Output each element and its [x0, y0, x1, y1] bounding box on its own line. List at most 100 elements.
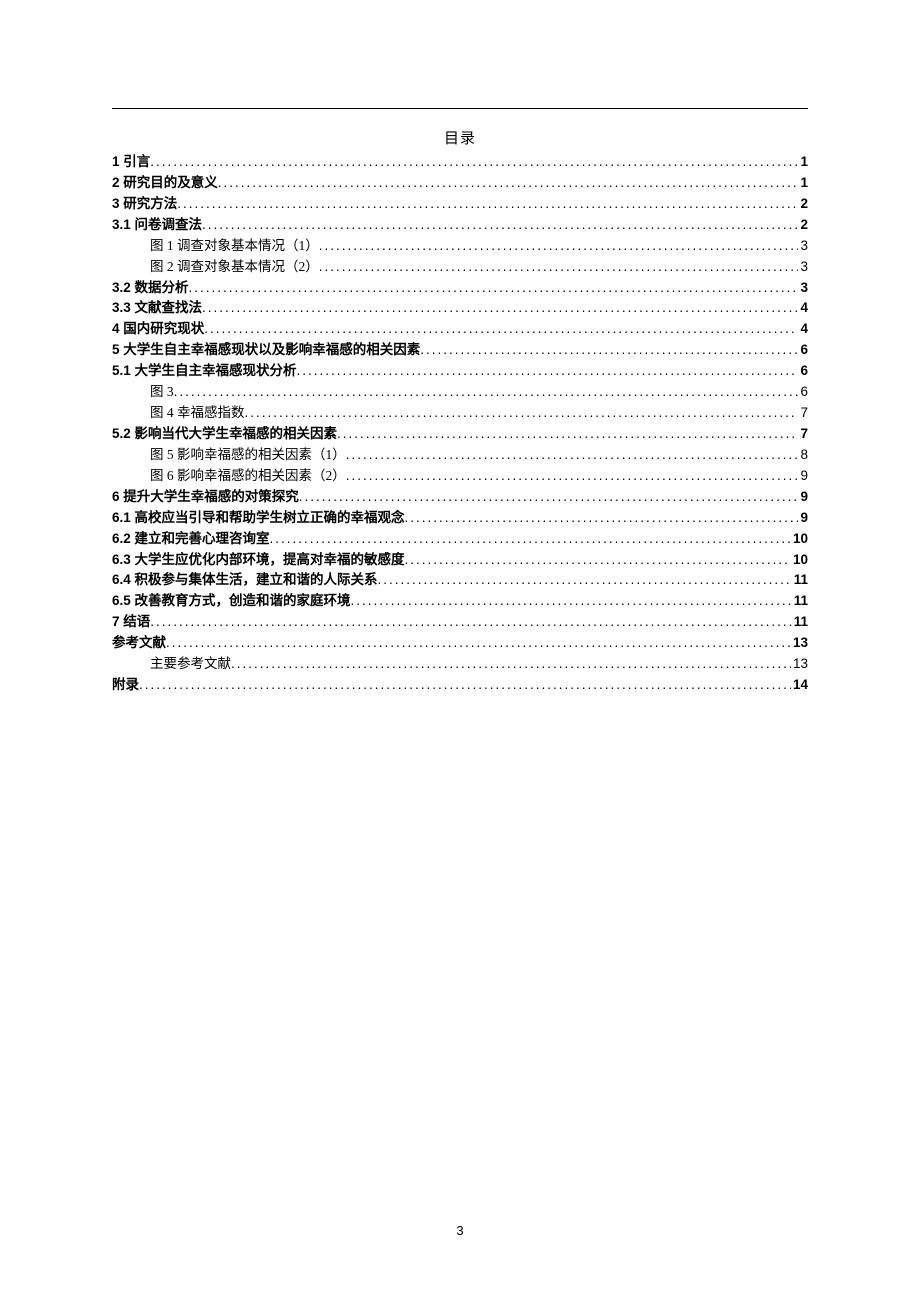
toc-entry: 5.1 大学生自主幸福感现状分析 6: [112, 361, 808, 382]
toc-entry-page: 10: [791, 550, 808, 571]
toc-entry: 图 2 调查对象基本情况（2） 3: [112, 257, 808, 278]
toc-leader-dots: [245, 403, 799, 424]
toc-leader-dots: [202, 215, 798, 236]
toc-leader-dots: [270, 529, 791, 550]
toc-entry: 4 国内研究现状 4: [112, 319, 808, 340]
toc-entry-page: 9: [798, 466, 808, 487]
toc-entry: 7 结语 11: [112, 612, 808, 633]
toc-entry: 5.2 影响当代大学生幸福感的相关因素 7: [112, 424, 808, 445]
toc-entry-page: 2: [798, 194, 808, 215]
toc-leader-dots: [420, 340, 798, 361]
toc-entry: 6.4 积极参与集体生活，建立和谐的人际关系 11: [112, 570, 808, 591]
toc-entry-label: 参考文献: [112, 633, 166, 654]
toc-entry-label: 2 研究目的及意义: [112, 173, 218, 194]
toc-entry-label: 1 引言: [112, 152, 150, 173]
toc-entry-page: 11: [792, 612, 808, 633]
toc-entry: 图 3 6: [112, 382, 808, 403]
toc-entry-page: 14: [791, 675, 808, 696]
toc-leader-dots: [202, 298, 798, 319]
toc-entry-label: 7 结语: [112, 612, 150, 633]
toc-entry-page: 4: [798, 319, 808, 340]
toc-entry: 6.3 大学生应优化内部环境，提高对幸福的敏感度 10: [112, 550, 808, 571]
toc-entry-label: 图 5 影响幸福感的相关因素（1）: [150, 445, 346, 466]
toc-entry-page: 3: [798, 257, 808, 278]
toc-entry-page: 11: [792, 591, 808, 612]
toc-leader-dots: [204, 319, 798, 340]
toc-entry-page: 4: [798, 298, 808, 319]
toc-entry-label: 6.2 建立和完善心理咨询室: [112, 529, 270, 550]
toc-entry-page: 3: [798, 236, 808, 257]
toc-entry-label: 6.1 高校应当引导和帮助学生树立正确的幸福观念: [112, 508, 405, 529]
toc-entry-label: 3.1 问卷调查法: [112, 215, 202, 236]
toc-leader-dots: [299, 487, 799, 508]
toc-entry-label: 5.2 影响当代大学生幸福感的相关因素: [112, 424, 337, 445]
toc-entry: 参考文献 13: [112, 633, 808, 654]
toc-entry: 6.2 建立和完善心理咨询室 10: [112, 529, 808, 550]
toc-entry: 3.2 数据分析 3: [112, 278, 808, 299]
toc-entry-page: 6: [798, 382, 808, 403]
toc-entry: 3.3 文献查找法 4: [112, 298, 808, 319]
toc-entry-label: 图 6 影响幸福感的相关因素（2）: [150, 466, 346, 487]
toc-leader-dots: [166, 633, 791, 654]
toc-entry: 主要参考文献 13: [112, 654, 808, 675]
toc-list: 1 引言12 研究目的及意义13 研究方法23.1 问卷调查法2图 1 调查对象…: [112, 152, 808, 696]
toc-leader-dots: [177, 194, 798, 215]
toc-entry-page: 3: [798, 278, 808, 299]
toc-leader-dots: [319, 257, 799, 278]
toc-entry: 2 研究目的及意义 1: [112, 173, 808, 194]
toc-entry: 图 1 调查对象基本情况（1） 3: [112, 236, 808, 257]
toc-entry-label: 6.5 改善教育方式，创造和谐的家庭环境: [112, 591, 351, 612]
toc-entry-label: 3.2 数据分析: [112, 278, 189, 299]
toc-entry-page: 10: [791, 529, 808, 550]
toc-entry-label: 6 提升大学生幸福感的对策探究: [112, 487, 299, 508]
toc-entry-label: 附录: [112, 675, 139, 696]
toc-entry-label: 图 4 幸福感指数: [150, 403, 245, 424]
toc-entry-page: 11: [792, 570, 808, 591]
toc-leader-dots: [297, 361, 799, 382]
page-number: 3: [0, 1223, 920, 1238]
toc-entry-label: 6.4 积极参与集体生活，建立和谐的人际关系: [112, 570, 378, 591]
toc-entry: 3.1 问卷调查法 2: [112, 215, 808, 236]
toc-leader-dots: [405, 508, 799, 529]
toc-entry-page: 7: [798, 424, 808, 445]
toc-leader-dots: [346, 445, 799, 466]
toc-entry: 图 4 幸福感指数7: [112, 403, 808, 424]
toc-entry-label: 图 1 调查对象基本情况（1）: [150, 236, 319, 257]
toc-leader-dots: [337, 424, 798, 445]
toc-leader-dots: [405, 550, 791, 571]
toc-leader-dots: [378, 570, 792, 591]
toc-leader-dots: [218, 173, 799, 194]
toc-entry-page: 13: [791, 654, 808, 675]
toc-leader-dots: [139, 675, 791, 696]
toc-leader-dots: [174, 382, 799, 403]
toc-entry-page: 13: [791, 633, 808, 654]
toc-entry-label: 图 3: [150, 382, 174, 403]
toc-entry-page: 6: [798, 361, 808, 382]
toc-leader-dots: [150, 152, 798, 173]
toc-entry-page: 1: [798, 173, 808, 194]
toc-leader-dots: [150, 612, 791, 633]
toc-entry: 图 6 影响幸福感的相关因素（2） 9: [112, 466, 808, 487]
toc-entry-label: 图 2 调查对象基本情况（2）: [150, 257, 319, 278]
toc-entry-page: 6: [798, 340, 808, 361]
toc-entry-label: 主要参考文献: [150, 654, 231, 675]
toc-leader-dots: [319, 236, 799, 257]
toc-entry: 3 研究方法 2: [112, 194, 808, 215]
toc-entry: 6.5 改善教育方式，创造和谐的家庭环境 11: [112, 591, 808, 612]
toc-entry: 5 大学生自主幸福感现状以及影响幸福感的相关因素 6: [112, 340, 808, 361]
toc-entry-page: 8: [798, 445, 808, 466]
toc-entry-label: 6.3 大学生应优化内部环境，提高对幸福的敏感度: [112, 550, 405, 571]
toc-entry-label: 5 大学生自主幸福感现状以及影响幸福感的相关因素: [112, 340, 420, 361]
toc-entry-label: 5.1 大学生自主幸福感现状分析: [112, 361, 297, 382]
toc-entry-page: 9: [798, 487, 808, 508]
toc-entry-label: 4 国内研究现状: [112, 319, 204, 340]
toc-entry-label: 3.3 文献查找法: [112, 298, 202, 319]
toc-entry-label: 3 研究方法: [112, 194, 177, 215]
toc-entry-page: 2: [798, 215, 808, 236]
page-container: 目录 1 引言12 研究目的及意义13 研究方法23.1 问卷调查法2图 1 调…: [0, 0, 920, 696]
toc-leader-dots: [189, 278, 799, 299]
toc-leader-dots: [231, 654, 791, 675]
toc-entry-page: 1: [798, 152, 808, 173]
toc-entry: 附录 14: [112, 675, 808, 696]
toc-entry: 1 引言 1: [112, 152, 808, 173]
